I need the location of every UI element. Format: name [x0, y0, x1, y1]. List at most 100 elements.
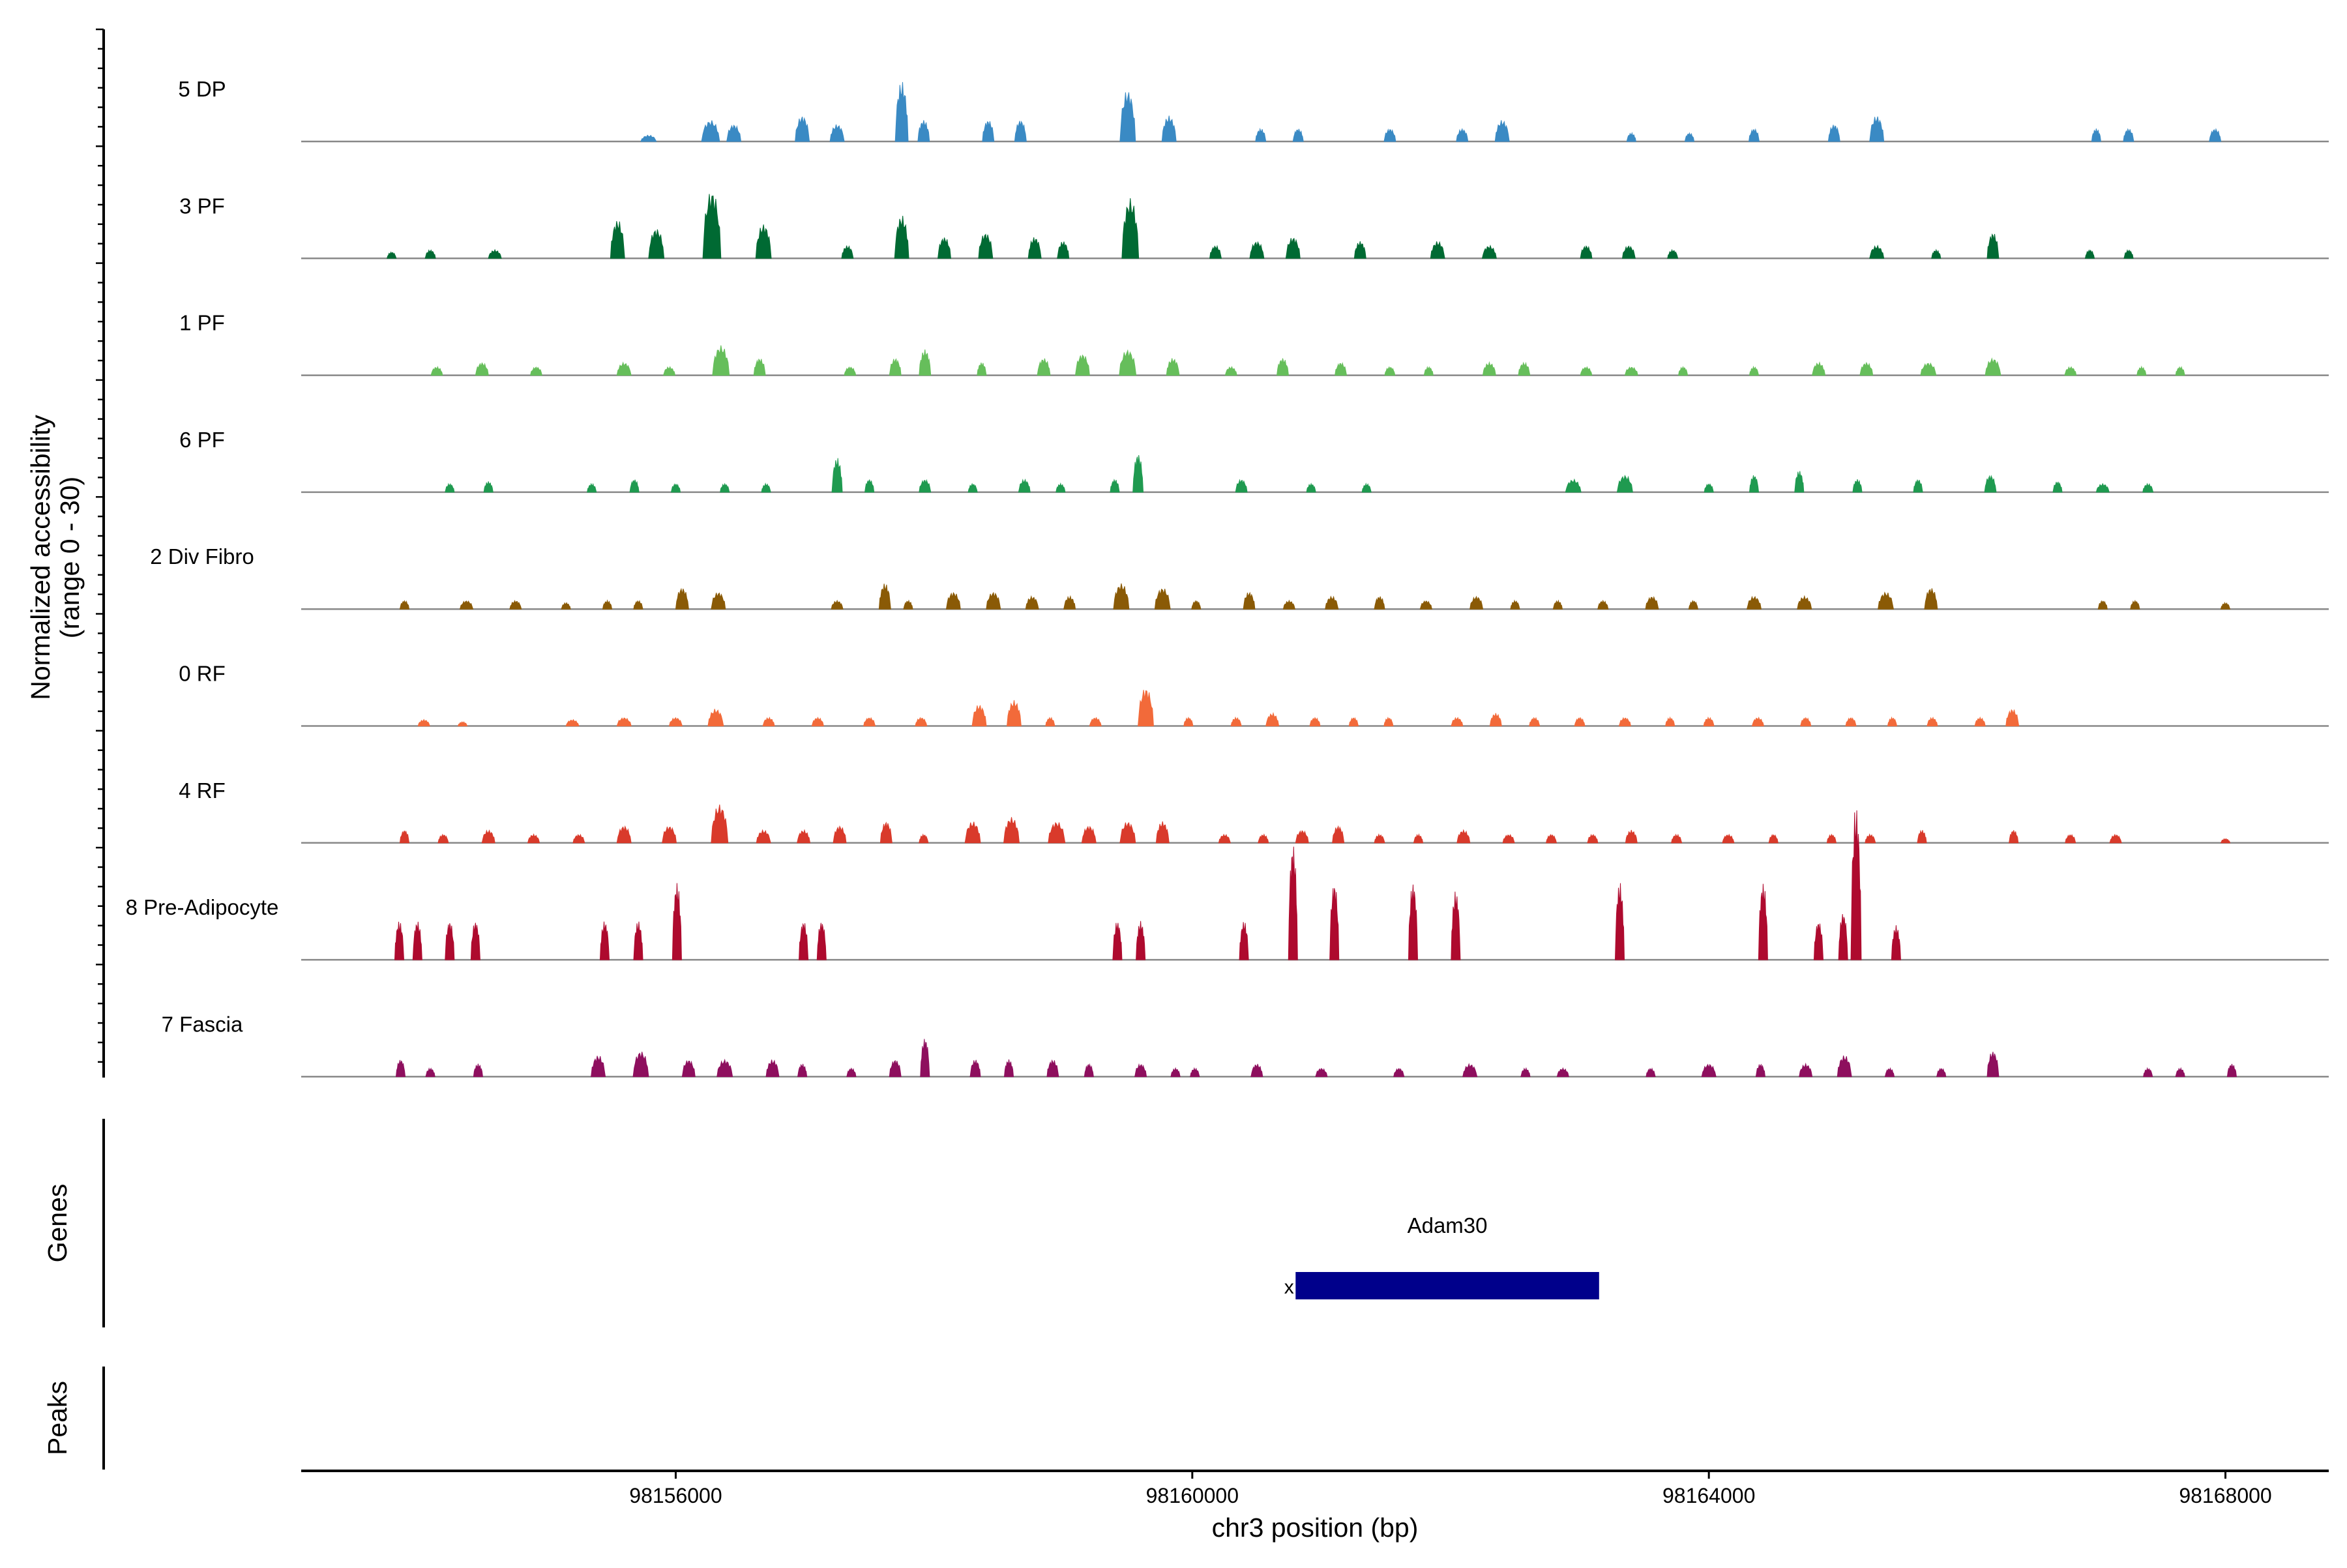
coverage-peak — [1048, 821, 1066, 844]
coverage-peak — [387, 251, 397, 259]
coverage-peak — [1419, 600, 1432, 610]
coverage-peak — [672, 883, 682, 960]
track-0-rf: 0 RF — [179, 662, 2329, 727]
coverage-peak — [1510, 599, 1520, 610]
coverage-peak — [967, 482, 978, 493]
coverage-peak — [1112, 923, 1123, 960]
track-1-pf: 1 PF — [179, 311, 2329, 376]
coverage-peak — [945, 591, 961, 610]
coverage-peak — [1007, 700, 1022, 726]
coverage-peak — [816, 923, 827, 960]
coverage-peak — [712, 345, 730, 376]
coverage-peak — [1249, 241, 1265, 259]
coverage-peak — [1155, 821, 1170, 844]
coverage-peak — [475, 362, 489, 376]
coverage-peak — [1170, 1067, 1181, 1077]
coverage-peak — [662, 826, 677, 844]
track-label: 2 Div Fibro — [150, 544, 254, 569]
coverage-peak — [648, 229, 665, 259]
coverage-peak — [670, 483, 681, 493]
coverage-peak — [1974, 716, 1986, 726]
coverage-peak — [457, 721, 468, 726]
track-2-div-fibro: 2 Div Fibro — [150, 544, 2329, 610]
coverage-peak — [1306, 482, 1316, 493]
coverage-peak — [915, 717, 928, 726]
coverage-peak — [1587, 833, 1599, 844]
coverage-peak — [2109, 833, 2122, 844]
coverage-peak — [1055, 482, 1066, 493]
coverage-peak — [417, 718, 430, 726]
coverage-peak — [681, 1060, 696, 1077]
coverage-peak — [1614, 883, 1625, 960]
coverage-peak — [1826, 833, 1837, 844]
coverage-peak — [1037, 358, 1051, 376]
coverage-peak — [1413, 833, 1424, 844]
coverage-peak — [1113, 583, 1130, 610]
track-label: 1 PF — [179, 311, 225, 335]
coverage-peak — [445, 482, 455, 493]
track-7-fascia: 7 Fascia — [162, 1012, 2329, 1078]
coverage-peak — [662, 366, 676, 376]
coverage-peak — [1869, 116, 1885, 142]
y-axis-label-line1: Normalized accessibility — [25, 415, 55, 700]
coverage-peak — [2064, 366, 2077, 376]
coverage-peak — [1749, 365, 1760, 376]
coverage-peak — [1494, 120, 1510, 142]
gene-body — [1295, 1272, 1599, 1299]
coverage-peak — [1315, 1067, 1328, 1077]
coverage-peak — [1154, 588, 1171, 610]
coverage-peak — [1325, 595, 1339, 610]
coverage-peak — [1837, 1055, 1852, 1077]
coverage-peak — [1850, 810, 1862, 960]
coverage-peak — [917, 120, 930, 142]
coverage-peak — [2097, 600, 2108, 610]
coverage-peak — [1383, 717, 1394, 726]
coverage-peak — [1552, 599, 1563, 610]
coverage-peak — [1277, 358, 1289, 376]
coverage-peak — [1749, 475, 1760, 493]
coverage-peak — [1580, 245, 1593, 259]
coverage-tracks: 5 DP 3 PF 1 PF 6 PF 2 Div Fibro 0 RF 4 RF 8 Pre… — [126, 77, 2329, 1078]
track-8-pre-adipocyte: 8 Pre-Adipocyte — [126, 810, 2329, 961]
coverage-peak — [1285, 237, 1301, 259]
coverage-peak — [841, 245, 854, 259]
x-axis-tick-label: 98156000 — [629, 1484, 722, 1507]
coverage-peak — [1383, 128, 1396, 142]
coverage-peak — [425, 1067, 435, 1077]
coverage-peak — [1081, 825, 1097, 844]
coverage-peak — [971, 705, 987, 726]
coverage-peak — [982, 121, 995, 142]
coverage-peak — [1288, 846, 1298, 960]
coverage-peak — [616, 717, 632, 726]
coverage-peak — [483, 481, 494, 493]
coverage-peak — [889, 1059, 902, 1077]
coverage-peak — [889, 358, 902, 376]
coverage-peak — [1751, 717, 1765, 726]
coverage-peak — [1926, 717, 1938, 726]
coverage-peak — [572, 833, 585, 844]
coverage-peak — [1119, 349, 1137, 376]
track-label: 0 RF — [179, 662, 226, 686]
coverage-peak — [1565, 478, 1582, 493]
x-axis: 98156000 98160000 98164000 98168000 — [301, 1470, 2329, 1507]
track-label: 7 Fascia — [162, 1012, 243, 1036]
coverage-peak — [864, 479, 875, 493]
coverage-peak — [1985, 357, 2001, 376]
coverage-peak — [711, 805, 729, 844]
coverage-peak — [1430, 241, 1445, 259]
coverage-peak — [1250, 1063, 1263, 1077]
coverage-peak — [919, 349, 932, 376]
coverage-peak — [863, 717, 876, 726]
coverage-peak — [1456, 128, 1469, 142]
coverage-peak — [1224, 366, 1237, 376]
coverage-peak — [459, 600, 474, 610]
coverage-peak — [473, 1063, 483, 1077]
track-3-pf: 3 PF — [179, 194, 2329, 259]
coverage-peak — [1110, 479, 1120, 493]
coverage-peak — [765, 1059, 780, 1077]
coverage-peak — [1797, 595, 1812, 610]
coverage-peak — [488, 248, 502, 259]
coverage-peak — [2142, 482, 2154, 493]
coverage-peak — [602, 599, 613, 610]
